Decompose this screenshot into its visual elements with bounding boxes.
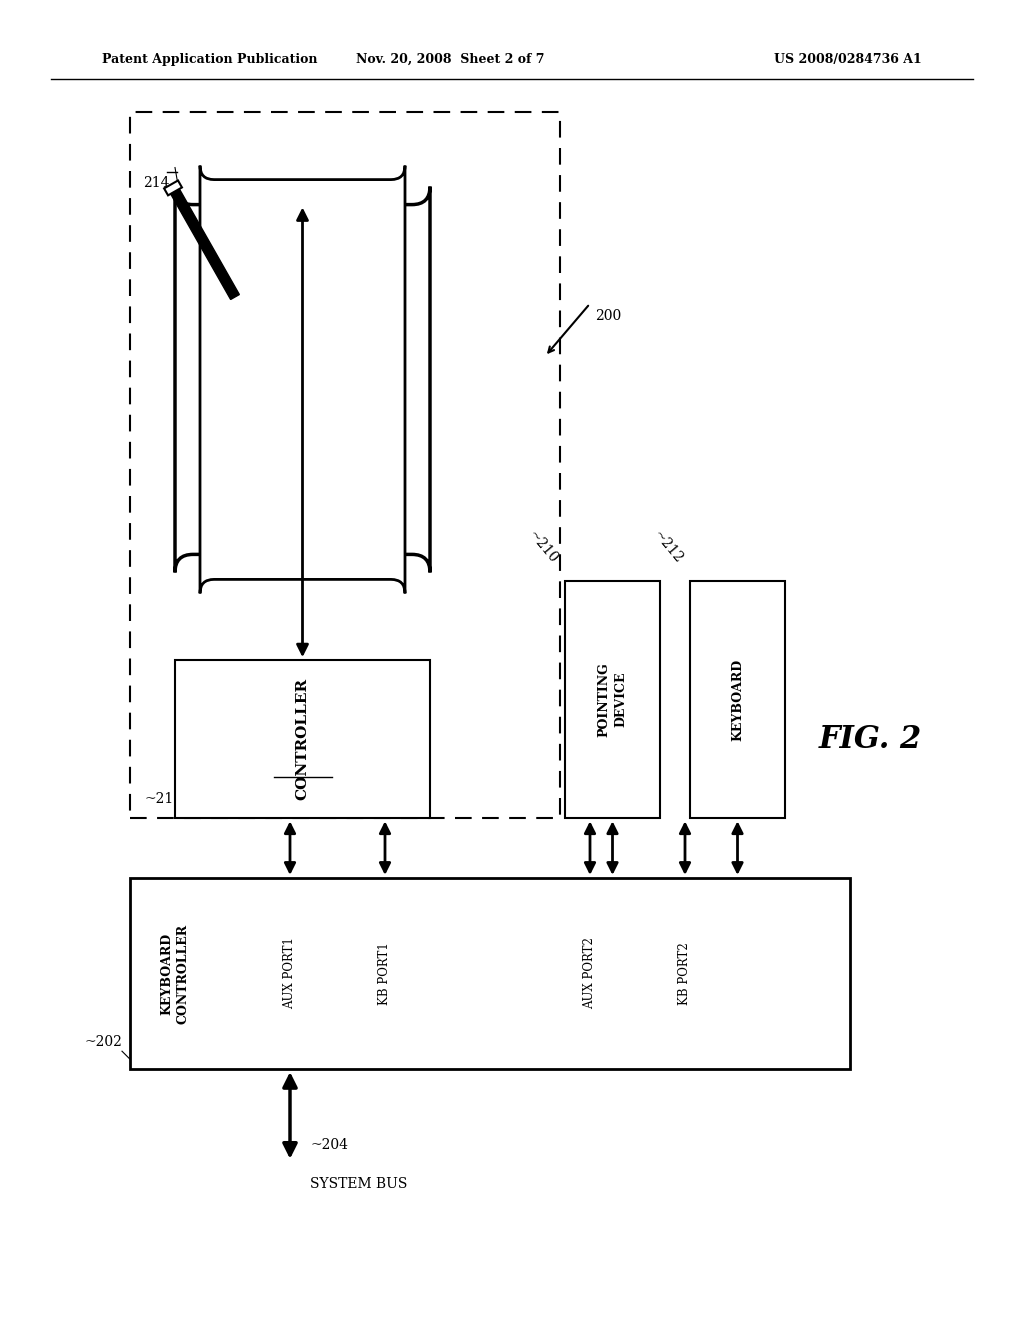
Text: FIG. 2: FIG. 2: [819, 723, 922, 755]
Text: US 2008/0284736 A1: US 2008/0284736 A1: [774, 53, 922, 66]
Text: 200: 200: [595, 309, 622, 322]
Text: ~219: ~219: [145, 792, 183, 807]
FancyBboxPatch shape: [175, 186, 430, 573]
Text: 214: 214: [143, 176, 170, 190]
Text: Nov. 20, 2008  Sheet 2 of 7: Nov. 20, 2008 Sheet 2 of 7: [356, 53, 545, 66]
Text: AUX PORT1: AUX PORT1: [284, 937, 297, 1010]
Text: KEYBOARD: KEYBOARD: [731, 659, 744, 741]
Text: ~210: ~210: [525, 528, 560, 566]
Text: AUX PORT2: AUX PORT2: [584, 937, 597, 1010]
Text: CONTROLLER: CONTROLLER: [296, 678, 309, 800]
Text: KB PORT2: KB PORT2: [679, 942, 691, 1005]
Text: 220: 220: [288, 403, 317, 417]
Text: ~204: ~204: [310, 1138, 348, 1151]
Text: KB PORT1: KB PORT1: [379, 942, 391, 1005]
Bar: [130, 112, 560, 818]
Text: Patent Application Publication: Patent Application Publication: [102, 53, 317, 66]
Text: POINTING
DEVICE: POINTING DEVICE: [597, 663, 628, 737]
Bar: [565, 581, 660, 818]
Polygon shape: [164, 181, 182, 195]
Polygon shape: [171, 189, 240, 300]
Bar: [175, 660, 430, 818]
Bar: [690, 581, 785, 818]
Text: KEYBOARD
CONTROLLER: KEYBOARD CONTROLLER: [161, 924, 189, 1023]
Text: ~212: ~212: [650, 528, 685, 566]
Bar: [130, 878, 850, 1069]
Text: ~202: ~202: [84, 1035, 122, 1049]
Text: SYSTEM BUS: SYSTEM BUS: [310, 1176, 408, 1191]
FancyBboxPatch shape: [200, 165, 406, 594]
